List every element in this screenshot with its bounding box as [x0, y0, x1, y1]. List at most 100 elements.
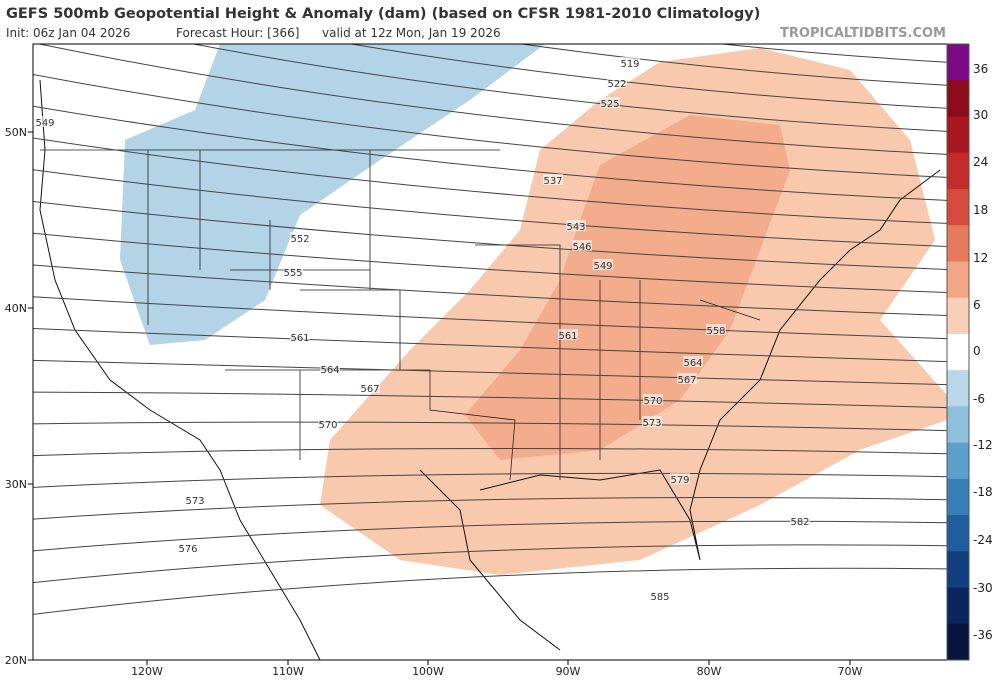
contour-line [33, 497, 947, 520]
colorbar-segment [947, 515, 969, 552]
contour-label-bg [360, 382, 380, 393]
colorbar-segment [947, 188, 969, 226]
contour-label-bg [650, 590, 670, 601]
colorbar-label: 6 [973, 298, 981, 312]
contour-label-bg [677, 373, 697, 384]
contour-label: 564 [320, 365, 339, 376]
longitude-label: 120W [131, 665, 163, 678]
longitude-label: 100W [412, 665, 444, 678]
contour-label-bg [643, 394, 663, 405]
contour-label-bg [620, 57, 640, 68]
contour-label: 555 [283, 268, 302, 279]
contour-label: 549 [593, 261, 612, 272]
contour-label-bg [35, 116, 55, 127]
colorbar-label: 30 [973, 108, 988, 122]
latitude-label: 40N [5, 302, 27, 315]
valid-time: valid at 12z Mon, Jan 19 2026 [322, 26, 501, 40]
longitude-label: 80W [697, 665, 722, 678]
contour-label-bg [566, 220, 586, 231]
contour-line [717, 44, 947, 63]
contour-label: 567 [677, 375, 696, 386]
colorbar-label: -6 [973, 392, 985, 406]
colorbar-segment [947, 623, 969, 661]
contour-label: 558 [706, 326, 725, 337]
contour-line [33, 472, 947, 488]
contour-line [348, 44, 947, 109]
contour-line [33, 328, 947, 363]
contour-label-bg [318, 418, 338, 429]
contour-line [33, 105, 947, 201]
contour-label: 552 [290, 234, 309, 245]
colorbar-segment [947, 406, 969, 444]
colorbar-label: 12 [973, 251, 988, 265]
forecast-hour: Forecast Hour: [366] [176, 26, 299, 40]
negative-anomaly [120, 44, 545, 345]
colorbar: 36 30 24 18 12 6 0 -6 -12 -18 -24 -30 -36 [946, 43, 993, 661]
colorbar-label: 0 [973, 344, 981, 358]
contour-label: 585 [650, 592, 669, 603]
contour-label: 549 [35, 118, 54, 129]
source: TROPICALTIDBITS.COM [780, 26, 946, 41]
map-area [33, 44, 947, 660]
contour-label: 519 [620, 59, 639, 70]
latitude-label: 50N [5, 126, 27, 139]
contour-line [33, 421, 947, 432]
contour-label-bg [600, 97, 620, 108]
contour-line [33, 296, 947, 340]
contour-label: 570 [318, 420, 337, 431]
contour-label-bg [178, 542, 198, 553]
contour-line [33, 447, 947, 457]
contour-label-bg [790, 515, 810, 526]
init-time: Init: 06z Jan 04 2026 [6, 26, 130, 40]
longitude-label: 70W [838, 665, 863, 678]
contour-line [190, 44, 947, 132]
contour-line [33, 232, 947, 294]
contour-label: 573 [642, 418, 661, 429]
colorbar-label: -30 [973, 581, 993, 595]
contour-label-bg [593, 259, 613, 270]
longitude-label: 110W [272, 665, 304, 678]
contour-label: 543 [566, 222, 585, 233]
colorbar-segment [947, 478, 969, 516]
latitude-label: 30N [5, 478, 27, 491]
colorbar-label: 24 [973, 155, 988, 169]
contour-label-bg [320, 363, 340, 374]
contour-label-bg [283, 266, 303, 277]
contour-label: 567 [360, 384, 379, 395]
contour-line [33, 137, 947, 224]
contour-label: 570 [643, 396, 662, 407]
colorbar-segment [947, 152, 969, 190]
colorbar-label: -18 [973, 485, 993, 499]
contour-line [518, 44, 947, 86]
contour-label-bg [670, 473, 690, 484]
colorbar-label: 18 [973, 203, 988, 217]
contour-label-bg [642, 416, 662, 427]
colorbar-segment [947, 587, 969, 625]
contour-label-bg [185, 494, 205, 505]
contour-label: 564 [683, 358, 702, 369]
colorbar-segment [947, 44, 969, 81]
contour-line [33, 169, 947, 247]
contour-label: 522 [607, 79, 626, 90]
contour-label: 525 [600, 99, 619, 110]
contour-label-bg [558, 329, 578, 340]
height-contours [33, 44, 947, 615]
colorbar-label: 36 [973, 62, 988, 76]
contour-label: 561 [290, 333, 309, 344]
title: GEFS 500mb Geopotential Height & Anomaly… [6, 6, 760, 22]
contour-label: 579 [670, 475, 689, 486]
contour-label: 546 [572, 242, 591, 253]
contour-label: 582 [790, 517, 809, 528]
colorbar-segment [947, 225, 969, 262]
contour-line [33, 73, 947, 178]
contour-label: 561 [558, 331, 577, 342]
contour-line [33, 567, 947, 615]
contour-label-bg [607, 77, 627, 88]
colorbar-segment [947, 80, 969, 117]
latitude-label: 20N [5, 654, 27, 667]
colorbar-segment [947, 442, 969, 480]
colorbar-label: -36 [973, 628, 993, 642]
contour-label: 573 [185, 496, 204, 507]
contour-line [36, 44, 947, 155]
